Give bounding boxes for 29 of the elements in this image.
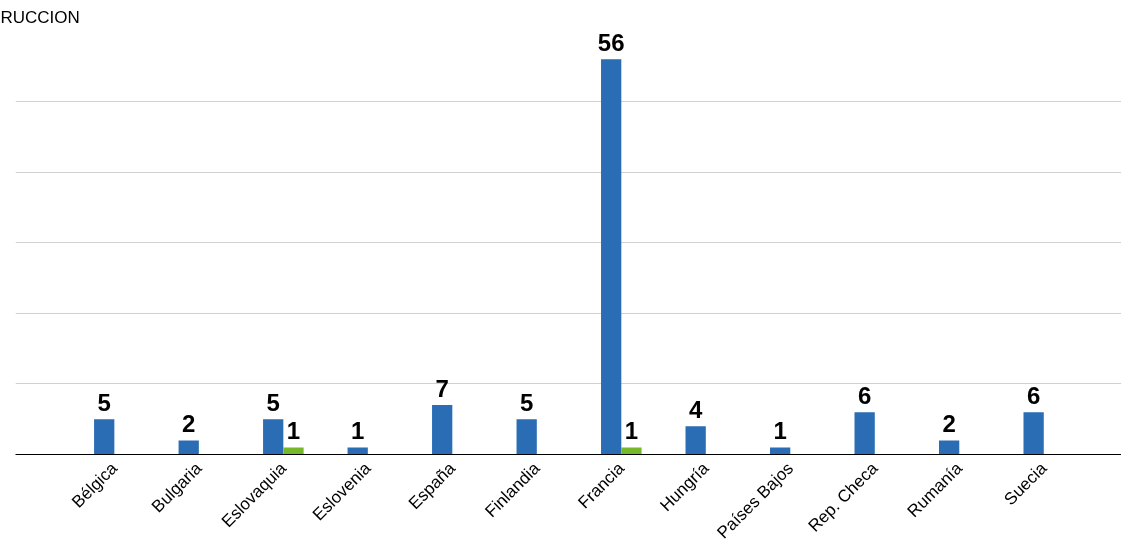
bar [432,405,453,455]
data-label: 6 [857,382,872,410]
bar [1023,412,1044,455]
data-label: 1 [624,417,639,445]
bar [685,426,706,455]
chart-title: RUCCION [0,7,80,27]
data-label: 1 [286,417,301,445]
data-label: 4 [688,396,703,424]
data-label: 5 [97,389,111,417]
bar [94,419,115,455]
bar [283,447,304,455]
bar [516,419,537,455]
data-label: 6 [1026,382,1041,410]
data-label: 2 [182,410,196,438]
bar [770,447,791,455]
data-label: 5 [520,389,534,417]
bar [939,440,960,455]
bar [178,440,199,455]
data-label: 2 [942,410,956,438]
data-label: 5 [266,389,280,417]
bar [854,412,875,455]
bar [347,447,368,455]
data-label: 1 [773,417,787,445]
data-label: 56 [597,29,625,57]
data-label: 7 [435,375,449,403]
bar [621,447,642,455]
bar [263,419,284,455]
data-label: 1 [351,417,365,445]
bar [601,59,622,455]
